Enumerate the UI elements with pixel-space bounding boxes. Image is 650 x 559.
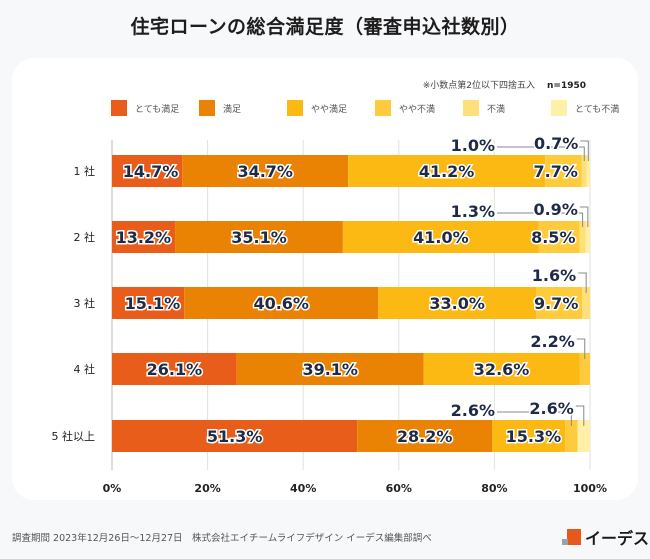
leader-line [575, 405, 585, 426]
data-label: 26.1% [147, 360, 203, 379]
bar-segment [585, 221, 590, 253]
leader-line [576, 338, 586, 359]
bar-segment [357, 420, 493, 452]
data-label: 1.3% [451, 202, 495, 221]
bar-segment [565, 420, 578, 452]
data-label: 2.6% [451, 401, 495, 420]
leader-line [578, 272, 587, 293]
logo-icon [562, 529, 581, 545]
legend-label: やや不満 [399, 104, 436, 115]
data-label: 28.2% [397, 427, 453, 446]
category-label: 4 社 [74, 362, 96, 376]
data-label: 39.1% [302, 360, 358, 379]
bar-segment [348, 155, 546, 187]
bar-segment [586, 155, 590, 187]
data-label: 14.7% [123, 162, 179, 181]
leader-line [579, 206, 589, 227]
rounding-note: ※小数点第2位以下四捨五入 [422, 81, 535, 91]
bar-segment [342, 221, 539, 253]
leader-line [580, 140, 589, 161]
bar-segment [112, 420, 358, 452]
data-label: 1.0% [451, 136, 495, 155]
data-label: 41.2% [419, 162, 475, 181]
bar-segment [184, 287, 379, 319]
legend-item: 不満 [463, 100, 551, 116]
legend-swatch [199, 100, 215, 116]
legend: とても満足 満足 やや満足 やや不満 不満 とても不満 [111, 100, 639, 116]
legend-swatch [111, 100, 127, 116]
data-label: 2.2% [530, 332, 574, 351]
leader-line [497, 146, 585, 161]
bar-segment [112, 221, 176, 253]
legend-swatch [287, 100, 303, 116]
x-tick-label: 80% [481, 482, 507, 495]
note: ※小数点第2位以下四捨五入 n=1950 [423, 78, 586, 91]
legend-swatch [463, 100, 479, 116]
bar-segment [423, 353, 580, 385]
data-label: 15.3% [506, 427, 562, 446]
legend-label: 満足 [223, 104, 242, 115]
data-label: 35.1% [231, 228, 287, 247]
data-label: 40.6% [253, 294, 309, 313]
sample-size: n=1950 [547, 81, 586, 91]
data-label: 13.2% [116, 228, 172, 247]
bar-segment [538, 221, 580, 253]
bar-segment [378, 287, 536, 319]
data-label: 8.5% [531, 228, 575, 247]
category-label: 3 社 [74, 296, 96, 310]
legend-item: やや不満 [375, 100, 463, 116]
category-label: 1 社 [74, 164, 96, 178]
bar-segment [236, 353, 424, 385]
legend-label: やや満足 [311, 104, 348, 115]
bar-segment [112, 287, 185, 319]
legend-label: とても満足 [135, 104, 180, 115]
legend-swatch [375, 100, 391, 116]
data-label: 2.6% [529, 399, 573, 418]
data-label: 51.3% [207, 427, 263, 446]
data-label: 41.0% [413, 228, 469, 247]
bar-segment [577, 420, 590, 452]
chart-title: 住宅ローンの総合満足度（審査申込社数別） [130, 16, 520, 38]
legend-item: とても満足 [111, 100, 199, 116]
category-label: 2 社 [74, 230, 96, 244]
legend-label: とても不満 [575, 104, 620, 115]
logo: イーデス [562, 525, 650, 549]
x-tick-label: 40% [290, 482, 316, 495]
leader-line [497, 212, 584, 227]
legend-item: やや満足 [287, 100, 375, 116]
legend-label: 不満 [487, 104, 506, 115]
data-label: 0.9% [533, 200, 577, 219]
category-label: 5 社以上 [52, 429, 96, 443]
bar-segment [175, 221, 343, 253]
footer-source: 調査期間 2023年12月26日〜12月27日 株式会社エイチームライフデザイン… [12, 533, 432, 544]
bar-segment [182, 155, 349, 187]
x-tick-label: 0% [103, 482, 122, 495]
logo-text: イーデス [585, 529, 650, 548]
x-tick-label: 100% [573, 482, 607, 495]
bar-segment [535, 287, 583, 319]
bar-segment [582, 287, 590, 319]
x-tick-label: 20% [194, 482, 220, 495]
legend-swatch [551, 100, 567, 116]
data-label: 9.7% [534, 294, 578, 313]
data-label: 33.0% [429, 294, 485, 313]
bar-segment [545, 155, 582, 187]
data-label: 1.6% [532, 266, 576, 285]
bar-segment [112, 353, 237, 385]
data-label: 7.7% [533, 162, 577, 181]
bar-segment [581, 155, 587, 187]
bar-segment [112, 155, 183, 187]
bar-segment [579, 353, 590, 385]
bar-segment [579, 221, 586, 253]
bar-segment [492, 420, 566, 452]
data-label: 0.7% [534, 134, 578, 153]
data-label: 32.6% [474, 360, 530, 379]
data-label: 34.7% [237, 162, 293, 181]
legend-item: とても不満 [551, 100, 639, 116]
legend-item: 満足 [199, 100, 287, 116]
data-label: 15.1% [125, 294, 181, 313]
leader-line [497, 411, 572, 426]
x-tick-label: 60% [386, 482, 412, 495]
